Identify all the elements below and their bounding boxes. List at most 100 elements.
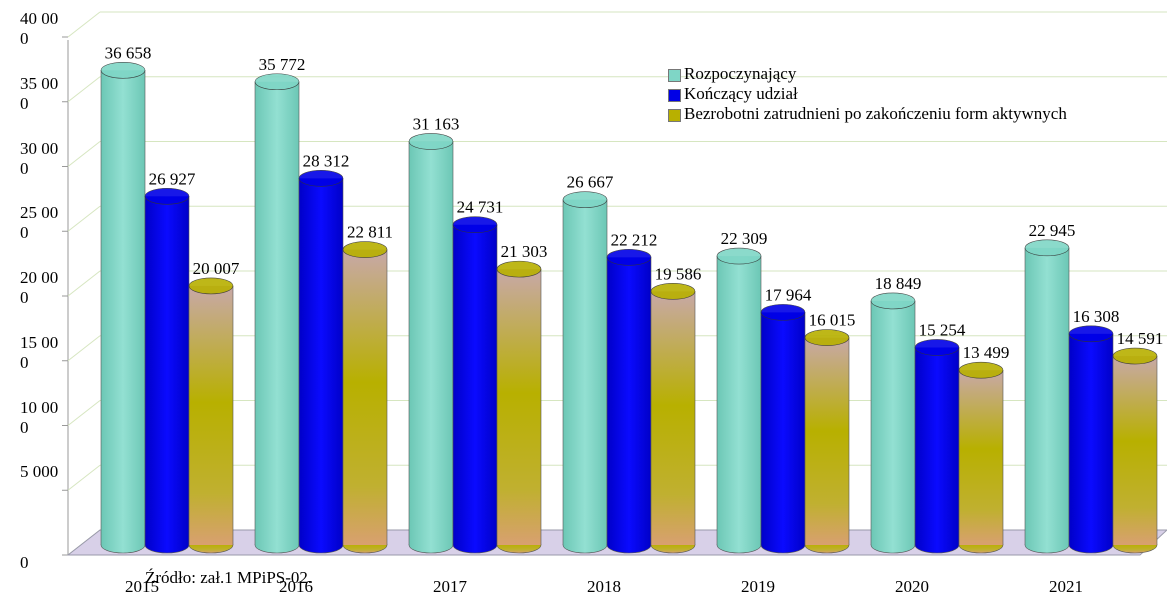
data-label: 21 303: [501, 242, 548, 261]
y-tick-label: 30 000: [20, 138, 59, 178]
legend-item: Rozpoczynający: [668, 64, 1088, 84]
data-label: 16 015: [809, 311, 856, 330]
bar: [1025, 247, 1069, 545]
data-label: 14 591: [1117, 329, 1164, 348]
bar: [299, 178, 343, 545]
cylinder-top: [716, 247, 762, 265]
data-label: 28 312: [303, 151, 350, 170]
grid-diagonal: [67, 464, 101, 491]
data-label: 26 927: [149, 169, 196, 188]
legend-swatch: [668, 89, 681, 102]
x-tick-label: 2021: [1049, 577, 1083, 596]
cylinder-top: [100, 61, 146, 79]
y-tick-label: 25 000: [20, 203, 59, 243]
cylinder-top: [914, 339, 960, 356]
cylinder-top: [452, 216, 498, 234]
grid-diagonal: [67, 11, 101, 38]
cylinder-top: [254, 73, 300, 91]
bar: [189, 285, 233, 545]
data-label: 16 308: [1073, 307, 1120, 326]
x-tick-label: 2017: [433, 577, 468, 596]
cylinder-top: [1112, 347, 1158, 365]
bar: [805, 337, 849, 545]
bar: [497, 269, 541, 545]
data-label: 20 007: [193, 259, 240, 278]
bar: [1069, 333, 1113, 545]
cylinder-top: [188, 277, 234, 295]
cylinder-top: [650, 283, 696, 300]
bar: [761, 312, 805, 545]
source: Źródło: zał.1 MPiPS-02.: [145, 568, 313, 587]
grid-diagonal: [67, 400, 101, 426]
y-tick-label: 10 000: [20, 397, 59, 437]
bar: [959, 370, 1003, 545]
x-tick-label: 2019: [741, 577, 775, 596]
grid-diagonal: [67, 141, 101, 167]
x-tick-label: 2015: [125, 577, 159, 596]
data-label: 31 163: [413, 114, 460, 133]
y-tick-label: 35 000: [20, 73, 59, 113]
bar: [915, 347, 959, 545]
cylinder-top: [562, 191, 608, 208]
legend-item: Bezrobotni zatrudnieni po zakończeniu fo…: [668, 104, 1088, 124]
data-label: 15 254: [919, 320, 966, 339]
x-tick-label: 2018: [587, 577, 621, 596]
grid-diagonal: [67, 205, 101, 232]
data-label: 35 772: [259, 55, 306, 74]
data-label: 22 811: [347, 223, 393, 242]
bar: [717, 256, 761, 545]
y-tick-label: 40 000: [20, 9, 59, 48]
cylinder-top: [408, 133, 454, 150]
bar: [651, 291, 695, 545]
legend-label: Bezrobotni zatrudnieni po zakończeniu fo…: [684, 104, 1067, 123]
y-tick-label: 5 000: [20, 462, 59, 482]
cylinder-top: [496, 260, 542, 278]
bar: [563, 199, 607, 545]
cylinder-top: [1068, 325, 1114, 343]
bar: [145, 196, 189, 545]
legend: Rozpoczynający Kończący udział Bezrobotni …: [668, 64, 1088, 124]
cylinder-top: [298, 170, 344, 187]
y-tick-label: 20 000: [20, 268, 59, 307]
cylinder-top: [870, 292, 916, 310]
y-tick-label: 15 000: [20, 332, 59, 372]
legend-item: Kończący udział: [668, 84, 1088, 104]
legend-label: Kończący udział: [684, 84, 798, 103]
grid-diagonal: [67, 335, 101, 362]
data-label: 22 309: [721, 229, 768, 248]
cylinder-top: [1024, 239, 1070, 257]
bar: [871, 300, 915, 545]
bar: [607, 257, 651, 545]
data-label: 13 499: [963, 343, 1010, 362]
bar: [101, 70, 145, 545]
y-tick-label: 0: [20, 553, 29, 572]
bar: [1113, 356, 1157, 545]
bar: [453, 224, 497, 545]
data-label: 26 667: [567, 173, 614, 192]
data-label: 36 658: [105, 43, 152, 62]
data-label: 19 586: [655, 264, 702, 283]
legend-swatch: [668, 109, 681, 122]
data-label: 18 849: [875, 274, 922, 293]
cylinder-top: [342, 241, 388, 258]
legend-swatch: [668, 69, 681, 82]
data-label: 24 731: [457, 198, 504, 217]
cylinder-top: [144, 187, 190, 205]
x-tick-label: 2016: [279, 577, 313, 596]
grid-diagonal: [67, 270, 101, 297]
data-label: 17 964: [765, 285, 812, 304]
cylinder-top: [804, 329, 850, 346]
bar: [255, 81, 299, 546]
legend-label: Rozpoczynający: [684, 64, 797, 83]
grid-diagonal: [67, 76, 101, 103]
bar: [343, 249, 387, 546]
cylinder-top: [606, 249, 652, 266]
cylinder-top: [958, 361, 1004, 379]
bar: [409, 141, 453, 545]
data-label: 22 212: [611, 230, 658, 249]
cylinder-top: [760, 304, 806, 321]
x-tick-label: 2020: [895, 577, 929, 596]
data-label: 22 945: [1029, 221, 1076, 240]
